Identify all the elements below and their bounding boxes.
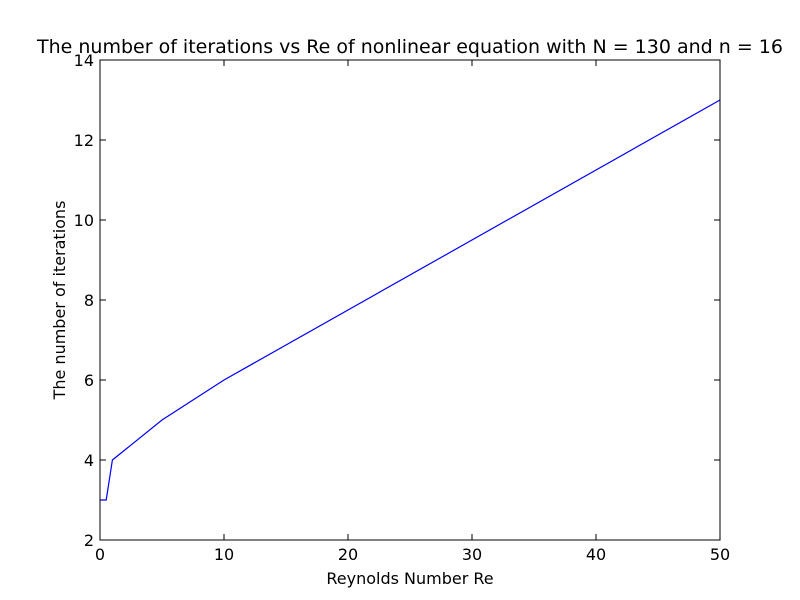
y-tick-label-12: 12: [74, 131, 94, 150]
y-tick-label-8: 8: [84, 291, 94, 310]
plot-frame: [99, 59, 721, 541]
x-tick-label-10: 10: [214, 545, 234, 564]
plot-area: 0 10 20 30 40 50 2 4 6 8 10 12 14: [74, 51, 731, 564]
x-tick-label-50: 50: [710, 545, 730, 564]
x-axis-label: Reynolds Number Re: [326, 569, 493, 588]
y-tick-label-4: 4: [84, 451, 94, 470]
y-tick-label-10: 10: [74, 211, 94, 230]
x-tick-label-20: 20: [338, 545, 358, 564]
y-tick-label-14: 14: [74, 51, 94, 70]
series-line-0: [100, 99, 721, 501]
y-tick-label-2: 2: [84, 531, 94, 550]
y-tick-label-6: 6: [84, 371, 94, 390]
x-tick-label-0: 0: [95, 545, 105, 564]
chart-title: The number of iterations vs Re of nonlin…: [36, 36, 783, 58]
x-tick-label-30: 30: [462, 545, 482, 564]
y-axis-label: The number of iterations: [50, 201, 69, 401]
x-tick-label-40: 40: [586, 545, 606, 564]
